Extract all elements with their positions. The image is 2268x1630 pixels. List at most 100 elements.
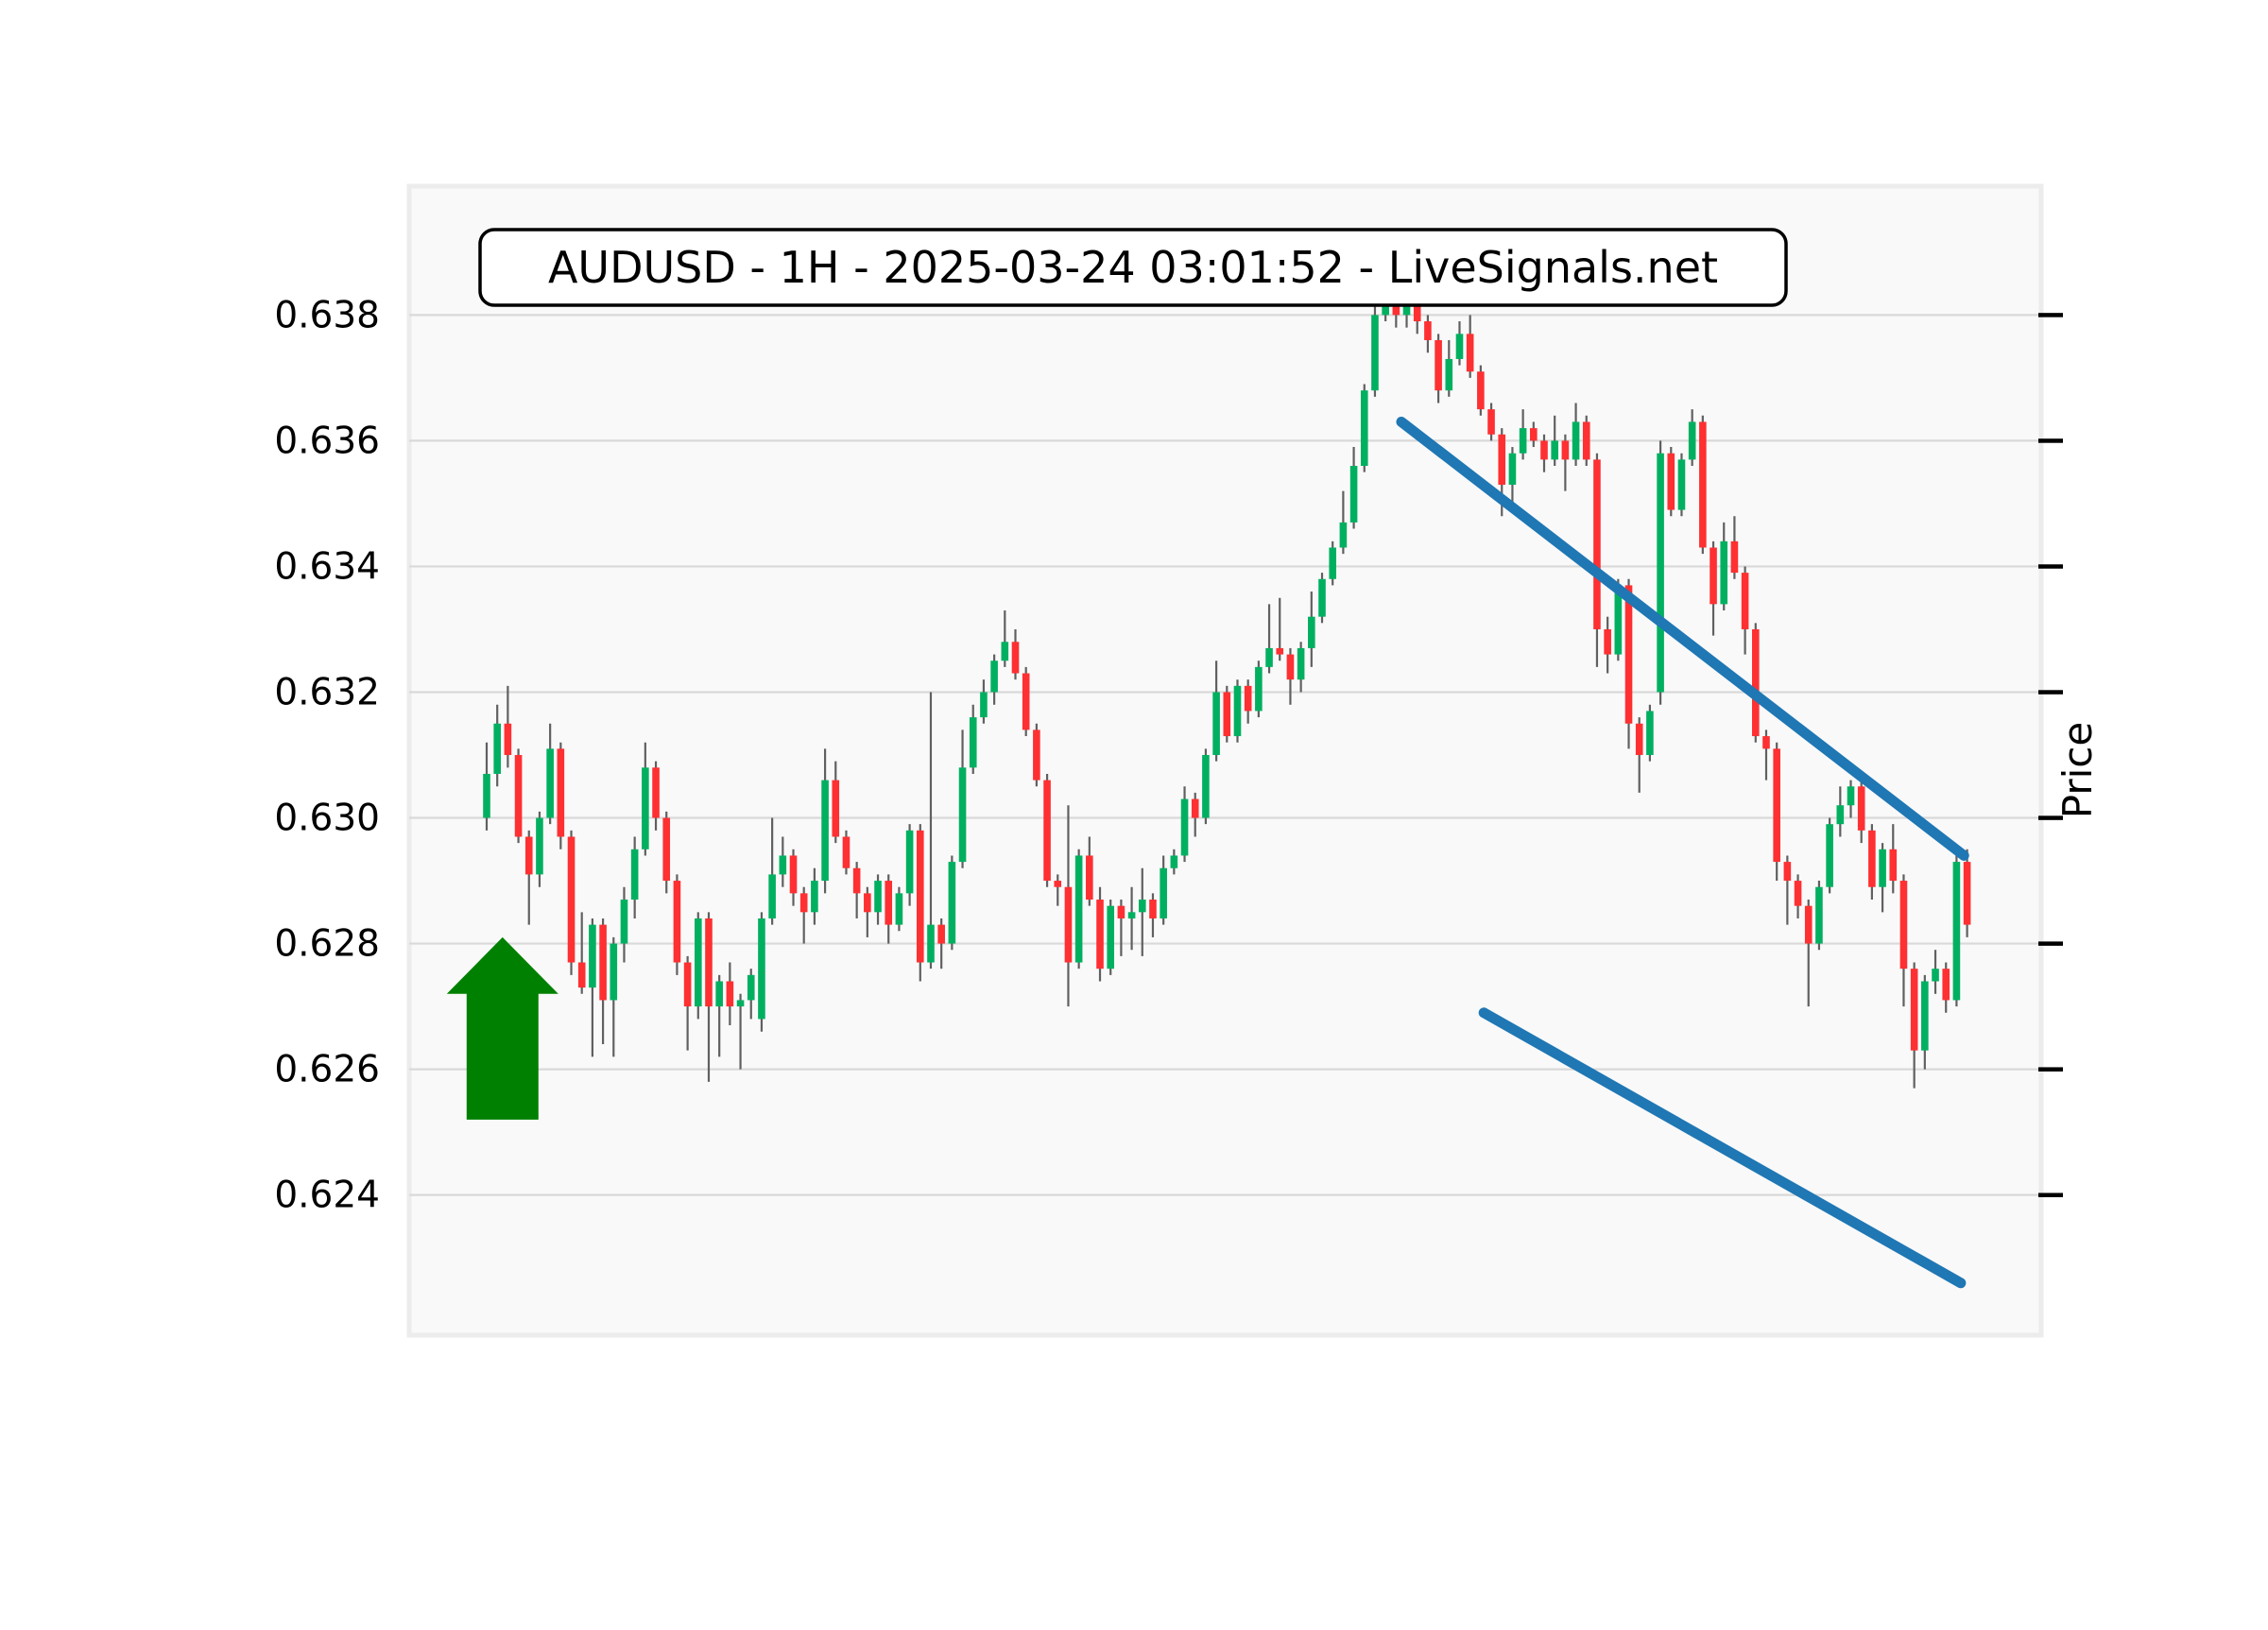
candle — [1180, 786, 1189, 863]
candle — [1677, 453, 1686, 517]
candle — [1868, 824, 1876, 901]
y-tick-label: 0.638 — [274, 294, 380, 336]
candle — [1551, 415, 1558, 467]
candle — [927, 692, 935, 969]
chart-title: AUDUSD - 1H - 2025-03-24 03:01:52 - Live… — [548, 242, 1718, 293]
candle — [1530, 421, 1538, 448]
candle — [493, 704, 501, 787]
y-tick-label: 0.630 — [274, 798, 380, 840]
y-axis-tick-labels: 0.638 0.636 0.634 0.632 0.630 0.628 0.626 0.624 — [274, 294, 380, 1216]
up-arrow-annotation — [446, 936, 558, 1120]
candle — [1001, 610, 1009, 667]
candle — [1519, 409, 1527, 460]
candle — [821, 748, 829, 894]
candle — [1127, 886, 1136, 951]
candle — [1624, 578, 1633, 749]
y-tick-label: 0.634 — [274, 545, 380, 588]
candle — [1899, 874, 1908, 1007]
candle — [504, 685, 512, 768]
candle — [1688, 409, 1696, 467]
y-tick-mark — [2038, 815, 2063, 820]
candle — [1879, 843, 1886, 913]
candle — [483, 742, 490, 831]
candle — [1466, 315, 1474, 378]
candle — [1952, 855, 1961, 1007]
candle — [1857, 780, 1865, 844]
candle — [1255, 661, 1263, 718]
candle — [1149, 893, 1157, 937]
y-tick-label: 0.632 — [274, 671, 380, 713]
candle — [895, 886, 903, 932]
candle — [1699, 415, 1707, 555]
candle — [1910, 962, 1918, 1089]
candle — [557, 742, 565, 849]
candle — [1477, 365, 1485, 416]
candle — [885, 874, 893, 944]
candle — [1022, 666, 1030, 737]
candle — [514, 748, 523, 844]
candle — [1921, 974, 1929, 1070]
y-tick-label: 0.636 — [274, 420, 380, 462]
candle — [1170, 849, 1178, 875]
candle — [652, 761, 660, 831]
candle — [546, 723, 554, 825]
y-tick-mark — [2038, 313, 2063, 317]
candle — [768, 817, 776, 925]
candle — [1212, 661, 1220, 762]
candle — [832, 761, 840, 844]
candle — [630, 836, 639, 918]
candle — [1963, 849, 1971, 937]
candle — [1339, 490, 1348, 555]
plot-area — [406, 183, 2044, 1338]
candle — [1572, 403, 1580, 467]
candle — [1635, 717, 1643, 793]
candle — [1360, 384, 1368, 472]
candle — [1011, 628, 1020, 680]
y-tick-mark — [2038, 1067, 2063, 1072]
candle — [1308, 592, 1315, 667]
grid-lines — [409, 314, 2041, 1196]
candle — [705, 912, 713, 1082]
candle — [1836, 786, 1845, 837]
candle — [852, 862, 861, 918]
candle — [1286, 647, 1295, 705]
candle — [758, 912, 765, 1032]
y-tick-label: 0.624 — [274, 1175, 380, 1217]
candle — [695, 912, 702, 1020]
candle — [1720, 522, 1728, 611]
lower-descending-trendline — [1478, 1007, 1967, 1289]
candle — [1074, 849, 1083, 969]
y-axis-title: Price — [2054, 722, 2101, 818]
candle — [1561, 434, 1570, 491]
candle — [1667, 447, 1675, 517]
candle — [1815, 881, 1823, 951]
up-arrow-icon — [446, 936, 558, 1120]
candle — [980, 679, 988, 724]
candle — [747, 969, 755, 1020]
candle — [524, 830, 533, 925]
candle — [536, 811, 543, 887]
candle — [1741, 566, 1749, 655]
candle — [1508, 447, 1517, 504]
candle — [1646, 704, 1654, 762]
candle — [642, 742, 649, 856]
candle-series — [483, 277, 1971, 1089]
candle — [1138, 867, 1146, 956]
candle — [567, 830, 576, 975]
candle — [1783, 855, 1792, 925]
y-tick-mark — [2038, 941, 2063, 946]
candle — [1445, 339, 1453, 397]
y-tick-mark — [2038, 564, 2063, 569]
y-tick-mark — [2038, 1192, 2063, 1197]
candle — [1847, 780, 1855, 818]
candle — [1804, 900, 1813, 1007]
candle — [779, 836, 787, 887]
candle — [589, 918, 596, 1057]
candle — [1593, 453, 1601, 667]
candle — [683, 955, 692, 1051]
candle — [1762, 729, 1770, 781]
candle — [726, 962, 734, 1026]
candle — [990, 654, 998, 705]
upper-descending-trendline — [1396, 416, 1969, 861]
